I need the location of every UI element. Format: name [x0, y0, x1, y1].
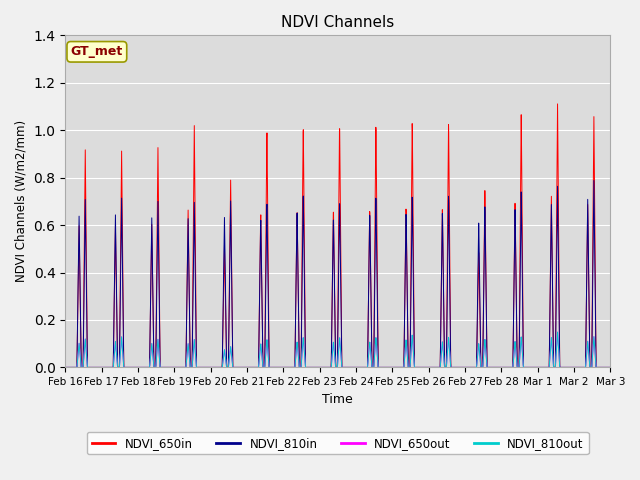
NDVI_810out — [537, 364, 545, 370]
NDVI_810in — [607, 364, 614, 370]
NDVI_650in — [156, 331, 164, 336]
NDVI_810out — [61, 364, 69, 370]
NDVI_650out — [156, 360, 164, 366]
NDVI_650in — [271, 364, 278, 370]
NDVI_810out — [596, 364, 604, 370]
NDVI_650in — [537, 364, 545, 370]
NDVI_650in — [554, 101, 561, 107]
NDVI_810in — [590, 178, 598, 183]
NDVI_810out — [271, 364, 278, 370]
Y-axis label: NDVI Channels (W/m2/mm): NDVI Channels (W/m2/mm) — [15, 120, 28, 282]
NDVI_650in — [124, 364, 131, 370]
NDVI_810in — [156, 339, 164, 345]
NDVI_650out — [61, 364, 69, 370]
NDVI_650out — [294, 348, 301, 354]
NDVI_810in — [61, 364, 69, 370]
NDVI_650out — [271, 364, 278, 370]
NDVI_810out — [124, 364, 131, 370]
Line: NDVI_810in: NDVI_810in — [65, 180, 611, 367]
NDVI_650out — [537, 364, 545, 370]
NDVI_810out — [607, 364, 614, 370]
NDVI_650in — [607, 364, 614, 370]
X-axis label: Time: Time — [323, 393, 353, 406]
NDVI_810in — [537, 364, 545, 370]
NDVI_810in — [294, 264, 301, 269]
NDVI_650out — [554, 329, 561, 335]
NDVI_650out — [607, 364, 614, 370]
NDVI_650out — [596, 364, 604, 370]
NDVI_650in — [596, 364, 604, 370]
Text: GT_met: GT_met — [71, 45, 123, 58]
NDVI_810out — [294, 348, 301, 354]
Legend: NDVI_650in, NDVI_810in, NDVI_650out, NDVI_810out: NDVI_650in, NDVI_810in, NDVI_650out, NDV… — [87, 432, 589, 455]
NDVI_810in — [124, 364, 131, 370]
NDVI_650in — [61, 364, 69, 370]
NDVI_650out — [124, 364, 131, 370]
Line: NDVI_650out: NDVI_650out — [65, 332, 611, 367]
NDVI_810out — [156, 360, 164, 366]
NDVI_810in — [596, 364, 604, 370]
NDVI_810out — [554, 329, 561, 335]
Line: NDVI_650in: NDVI_650in — [65, 104, 611, 367]
NDVI_810in — [271, 364, 278, 370]
NDVI_650in — [294, 264, 301, 269]
Title: NDVI Channels: NDVI Channels — [281, 15, 394, 30]
Line: NDVI_810out: NDVI_810out — [65, 332, 611, 367]
